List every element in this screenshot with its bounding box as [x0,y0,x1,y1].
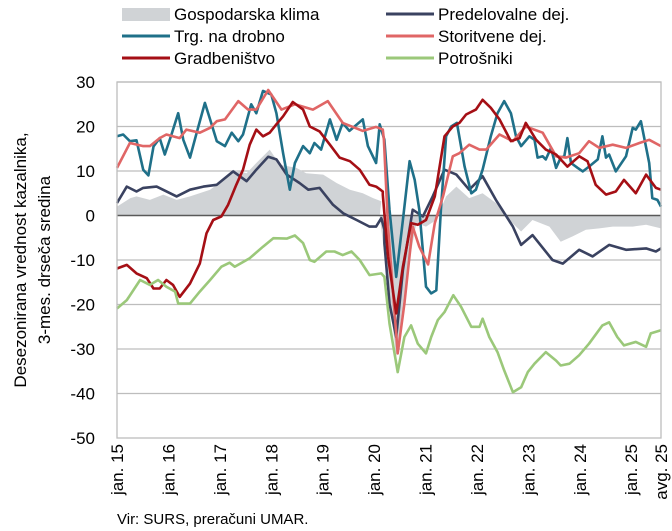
y-tick-label: 10 [76,162,95,181]
x-tick-label: jan. 20 [365,444,384,496]
legend-label: Predelovalne dej. [438,5,569,24]
y-tick-label: -30 [70,340,95,359]
plot-frame [116,81,662,439]
series-line-5 [116,234,662,394]
x-tick-label: jan. 18 [262,444,281,496]
series-line-4 [116,98,662,315]
y-tick-label: 30 [76,73,95,92]
y-tick-label: -10 [70,251,95,270]
y-axis-ticks: 30 20 10 0 -10 -20 -30 -40 -50 [70,73,95,448]
series-line-1 [115,155,662,339]
y-tick-label: 20 [76,118,95,137]
x-tick-label: jan. 16 [159,444,178,496]
y-tick-label: -20 [70,296,95,315]
legend-swatch [122,8,170,21]
x-tick-label: avg. 25 [652,444,671,500]
legend-label: Storitvene dej. [438,27,547,46]
x-axis-ticks: jan. 15 jan. 16 jan. 17 jan. 18 jan. 19 jan. … [108,444,671,500]
y-tick-label: 0 [86,207,95,226]
legend: Gospodarska klima Predelovalne dej. Trg. n… [122,5,569,68]
y-tick-label: -40 [70,385,95,404]
y-axis-label-line1: Desezonirana vrednost kazalnika, [11,132,30,387]
x-tick-label: jan. 15 [108,444,127,496]
x-tick-label: jan. 24 [571,444,590,496]
series-marks [115,88,663,394]
plot-border [116,81,662,439]
x-tick-label: jan. 17 [211,444,230,496]
x-tick-label: jan. 22 [468,444,487,496]
x-tick-label: jan. 25 [622,444,641,496]
y-axis-label-line2: 3-mes. drseča sredina [35,175,54,344]
legend-label: Gradbeništvo [174,49,275,68]
series-line-2 [116,89,663,295]
x-tick-label: jan. 21 [417,444,436,496]
y-tick-label: -50 [70,429,95,448]
legend-label: Potrošniki [438,49,513,68]
source-note: Vir: SURS, preračuni UMAR. [117,511,308,528]
legend-label: Gospodarska klima [174,5,320,24]
x-tick-label: jan. 23 [519,444,538,496]
x-tick-label: jan. 19 [314,444,333,496]
legend-label: Trg. na drobno [174,27,285,46]
